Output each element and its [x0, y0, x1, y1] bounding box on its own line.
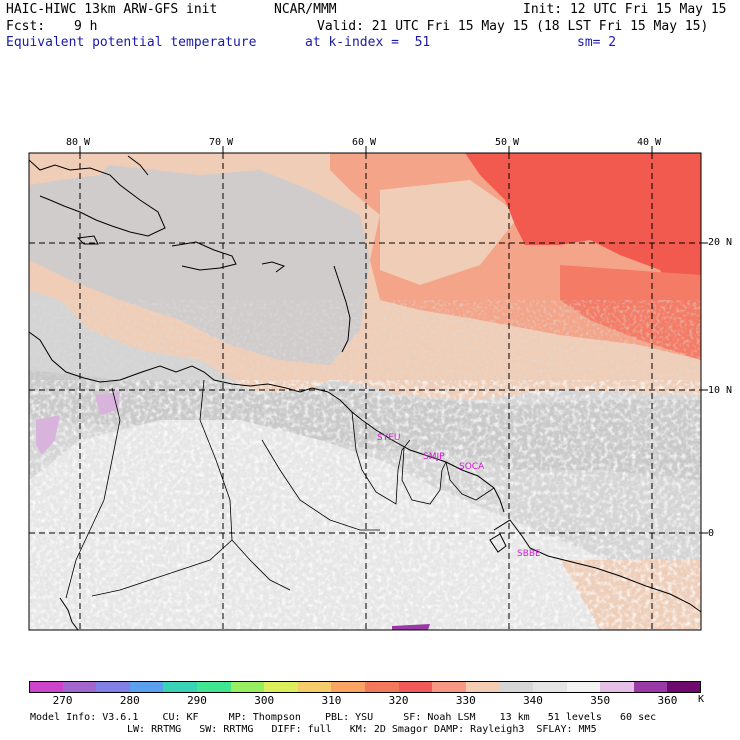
valid-time: Valid: 21 UTC Fri 15 May 15 (18 LST Fri … [317, 19, 709, 34]
lat-label-20n: 20 N [708, 237, 733, 248]
colorbar-swatch [29, 681, 64, 693]
colorbar-label: 360 [657, 694, 678, 707]
lat-label-10n: 10 N [708, 385, 733, 396]
graticule [29, 153, 701, 630]
colorbar-swatch [633, 681, 668, 693]
center-label: NCAR/MMM [274, 2, 337, 17]
init-time: Init: 12 UTC Fri 15 May 15 [523, 2, 727, 17]
colorbar-swatch [465, 681, 500, 693]
station-smjp: SMJP [423, 452, 445, 462]
country-borders [65, 379, 495, 599]
colorbar-swatch [129, 681, 164, 693]
colorbar-swatch [533, 681, 568, 693]
colorbar-swatch [432, 681, 467, 693]
model-info-line1: Model Info: V3.6.1 CU: KF MP: Thompson P… [30, 712, 657, 723]
station-syeu: SYEU [377, 433, 400, 443]
colorbar-label: 280 [119, 694, 140, 707]
station-sbbe: SBBE [517, 549, 541, 559]
colorbar-swatch [96, 681, 131, 693]
colorbar-label: 310 [321, 694, 342, 707]
theta-e-field [29, 153, 701, 630]
colorbar-label: 350 [590, 694, 611, 707]
colorbar-swatch [197, 681, 232, 693]
colorbar-swatch [499, 681, 534, 693]
colorbar-swatch [230, 681, 265, 693]
lon-label-60w: 60 W [352, 137, 377, 148]
colorbar-label: 300 [254, 694, 275, 707]
field-name: Equivalent potential temperature [6, 35, 257, 50]
colorbar-unit: K [698, 694, 705, 705]
colorbar-swatch [398, 681, 433, 693]
lon-label-40w: 40 W [637, 137, 662, 148]
station-soca: SOCA [459, 462, 485, 472]
colorbar-label: 340 [523, 694, 543, 707]
colorbar-label: 290 [187, 694, 207, 707]
level-index: at k-index = 51 [305, 35, 431, 50]
colorbar-swatch [264, 681, 299, 693]
lat-label-0: 0 [708, 528, 715, 539]
axis-ticks [79, 146, 708, 534]
map-frame [28, 152, 702, 631]
colorbar-label: 330 [455, 694, 476, 707]
lon-label-50w: 50 W [495, 137, 520, 148]
lon-label-80w: 80 W [66, 137, 91, 148]
colorbar-swatch [331, 681, 366, 693]
forecast-label: Fcst: [6, 19, 46, 34]
model-title: HAIC-HIWC 13km ARW-GFS init [6, 2, 218, 17]
smoothing-value: sm= 2 [577, 35, 617, 50]
forecast-hours: 9 h [74, 19, 98, 34]
colorbar-swatch [600, 681, 635, 693]
lon-label-70w: 70 W [209, 137, 234, 148]
colorbar-frame [29, 681, 701, 693]
colorbar-swatch [297, 681, 332, 693]
colorbar-label: 270 [52, 694, 73, 707]
colorbar-label: 320 [388, 694, 409, 707]
colorbar-swatch [667, 681, 702, 693]
colorbar-swatch [62, 681, 97, 693]
colorbar-swatch [163, 681, 198, 693]
colorbar-swatch [566, 681, 601, 693]
colorbar-swatch [365, 681, 400, 693]
model-info-line2: LW: RRTMG SW: RRTMG DIFF: full KM: 2D Sm… [127, 724, 597, 735]
